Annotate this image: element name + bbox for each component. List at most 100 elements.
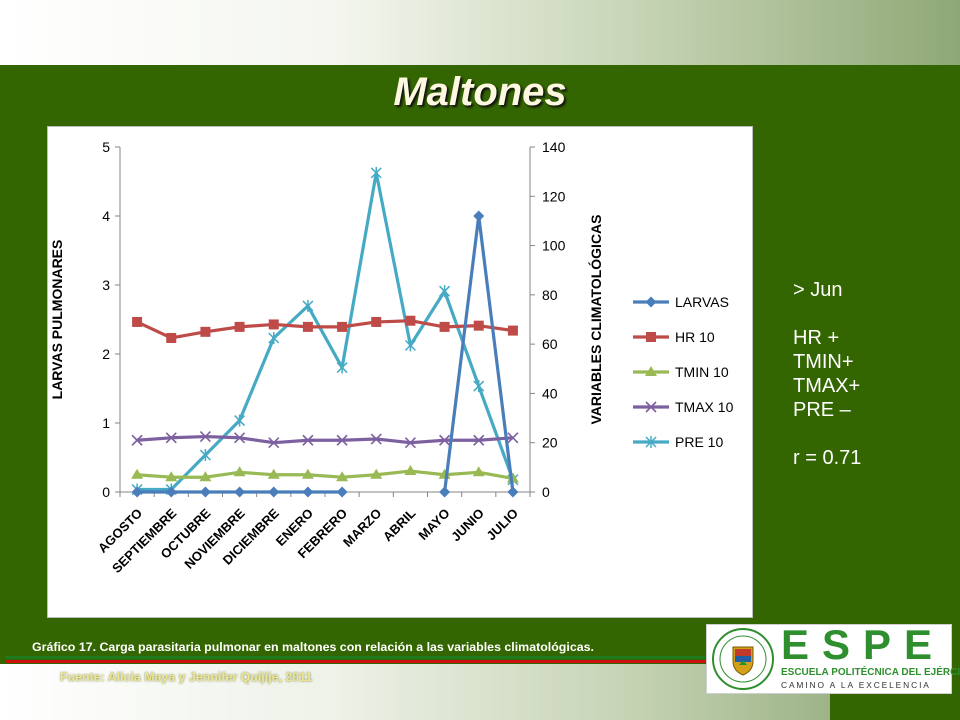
x-axis-category-label: MARZO (340, 506, 384, 550)
data-point-hr-10 (268, 319, 279, 330)
caption-divider-green (5, 656, 705, 659)
data-point-tmin-10 (199, 471, 212, 482)
marker-stroke (336, 434, 348, 446)
series-line-tmax-10 (136, 434, 514, 445)
right-axis-title: VARIABLES CLIMATOLÓGICAS (587, 215, 604, 425)
footer-band (0, 664, 830, 720)
legend-swatch-marker (645, 436, 657, 448)
legend-swatch-marker (645, 296, 657, 308)
marker-stroke (645, 401, 657, 413)
data-point-tmin-10 (233, 466, 246, 477)
data-point-hr-10 (132, 316, 143, 327)
series-pre-10 (131, 166, 519, 496)
data-point-pre-10 (404, 339, 416, 352)
series-hr-10 (132, 315, 518, 343)
right-axis-tick-label: 0 (542, 484, 550, 500)
data-point-larvas (131, 486, 143, 498)
note-line: r = 0.71 (793, 447, 862, 469)
data-point-tmax-10 (234, 432, 246, 444)
data-point-larvas (165, 486, 177, 498)
data-point-larvas (336, 486, 348, 498)
espe-shield-emblem (712, 628, 774, 690)
data-point-tmax-10 (473, 434, 485, 446)
correlation-notes: > Jun HR + TMIN+ TMAX+ PRE – r = 0.71 (793, 278, 861, 470)
data-point-tmax-10 (507, 432, 519, 444)
x-axis-category-label: JULIO (483, 506, 521, 544)
data-point-pre-10 (234, 414, 246, 427)
series-line-hr-10 (136, 319, 514, 340)
espe-logo: ESPE ESCUELA POLITÉCNICA DEL EJÉRCITO CA… (706, 621, 960, 694)
legend-item-larvas: LARVAS (633, 294, 729, 310)
caption-divider-red (5, 660, 705, 663)
series-tmin-10 (131, 465, 519, 483)
data-point-hr-10 (166, 332, 177, 343)
marker-stroke (165, 432, 177, 444)
right-axis-tick-label: 100 (542, 238, 566, 254)
data-point-hr-10 (302, 321, 313, 332)
data-point-pre-10 (302, 299, 314, 312)
left-axis-title: LARVAS PULMONARES (49, 240, 65, 400)
data-point-hr-10 (200, 326, 211, 337)
marker-stroke (439, 434, 451, 446)
data-point-hr-10 (405, 315, 416, 326)
data-point-larvas (439, 486, 451, 498)
series-line-tmin-10 (136, 469, 514, 481)
slide-title: Maltones (393, 70, 567, 114)
data-point-pre-10 (268, 331, 280, 344)
data-point-larvas (199, 486, 211, 498)
data-point-tmax-10 (131, 434, 143, 446)
marker-stroke (507, 432, 519, 444)
right-axis-tick-label: 40 (542, 385, 558, 401)
legend-label: TMIN 10 (675, 364, 729, 380)
data-point-tmax-10 (302, 434, 314, 446)
chart-axes: 012345020406080100120140AGOSTOSEPTIEMBRE… (49, 139, 604, 576)
note-line: TMIN+ (793, 351, 854, 373)
data-point-larvas (302, 486, 314, 498)
data-point-hr-10 (507, 325, 518, 336)
data-point-tmax-10 (165, 432, 177, 444)
data-point-hr-10 (473, 320, 484, 331)
legend-swatch-marker (645, 366, 657, 376)
data-point-tmin-10 (131, 468, 144, 479)
legend-swatch-marker (645, 401, 657, 413)
data-point-tmax-10 (370, 433, 382, 445)
marker-stroke (199, 430, 211, 443)
data-point-hr-10 (337, 321, 348, 332)
data-point-pre-10 (336, 361, 348, 374)
chart-panel: 0 1 2 3 4 5 0 20 40 60 80 100 120 140 AGOSTO SEPTIEMBRE… (47, 126, 753, 618)
logo-motto: CAMINO A LA EXCELENCIA (781, 680, 931, 690)
logo-wordmark: ESPE (781, 621, 946, 668)
data-point-hr-10 (234, 321, 245, 332)
data-point-tmin-10 (267, 468, 280, 479)
data-point-tmax-10 (439, 434, 451, 446)
left-axis-tick-label: 5 (102, 139, 110, 155)
marker-stroke (473, 434, 485, 446)
data-point-tmin-10 (301, 468, 314, 479)
data-point-tmin-10 (472, 466, 485, 477)
caption-area: Gráfico 17. Carga parasitaria pulmonar e… (0, 616, 704, 720)
data-point-tmax-10 (199, 430, 211, 443)
right-axis-tick-label: 20 (542, 435, 558, 451)
data-point-larvas (507, 486, 519, 498)
marker-stroke (404, 437, 416, 449)
note-line: TMAX+ (793, 375, 861, 397)
left-axis-tick-label: 4 (102, 208, 110, 224)
legend-label: HR 10 (675, 329, 715, 345)
legend-item-tmin-10: TMIN 10 (633, 364, 729, 380)
left-axis-tick-label: 0 (102, 484, 110, 500)
data-point-tmin-10 (336, 471, 349, 482)
series-tmax-10 (131, 430, 519, 449)
data-point-pre-10 (199, 449, 211, 462)
legend-label: TMAX 10 (675, 399, 734, 415)
chart-series-layer (131, 166, 519, 498)
note-line: HR + (793, 327, 840, 349)
data-point-tmin-10 (165, 471, 178, 482)
left-axis-tick-label: 2 (102, 346, 110, 362)
data-point-pre-10 (370, 166, 382, 179)
note-line (793, 302, 861, 326)
line-chart: 012345020406080100120140AGOSTOSEPTIEMBRE… (49, 139, 734, 576)
note-line (793, 422, 861, 446)
figure-caption: Gráfico 17. Carga parasitaria pulmonar e… (32, 640, 594, 654)
legend-item-tmax-10: TMAX 10 (633, 399, 734, 415)
data-point-larvas (234, 486, 246, 498)
